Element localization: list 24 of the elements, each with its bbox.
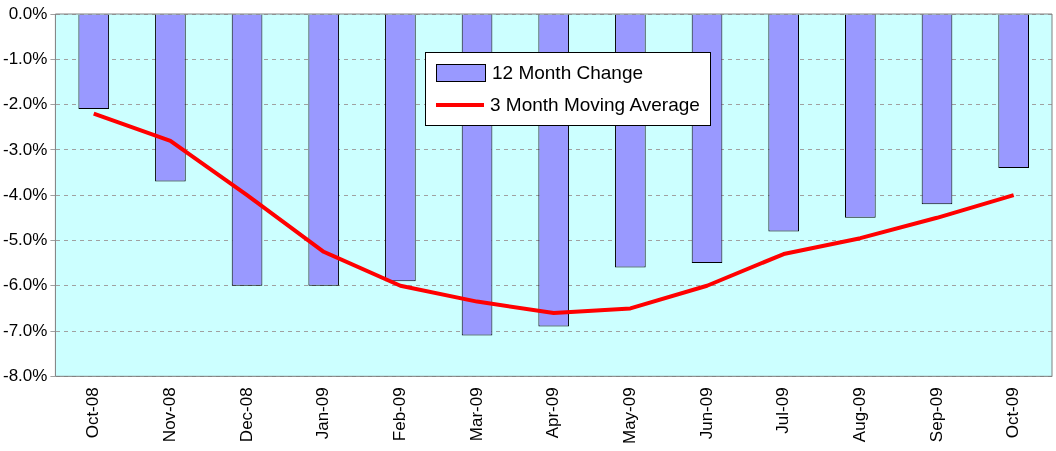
x-tick-label: Mar-09: [466, 387, 486, 442]
x-tick-label: Jul-09: [773, 387, 793, 434]
x-tick-label: Aug-09: [850, 387, 870, 443]
x-tick-label: Feb-09: [390, 387, 410, 442]
y-tick-label: -1.0%: [2, 48, 48, 68]
legend-label: 12 Month Change: [492, 62, 644, 84]
x-tick-label: Jun-09: [696, 387, 716, 440]
x-tick-label: Dec-08: [236, 387, 256, 443]
x-tick-label: Apr-09: [543, 387, 563, 439]
x-tick-label: Jan-09: [313, 387, 333, 440]
y-tick-label: -6.0%: [2, 275, 48, 295]
x-tick-label: Oct-08: [83, 387, 103, 439]
x-tick-label: Sep-09: [926, 387, 946, 443]
y-tick-label: -7.0%: [2, 320, 48, 340]
y-tick-label: -5.0%: [2, 230, 48, 250]
y-tick-label: -8.0%: [2, 366, 48, 385]
x-tick-label: May-09: [620, 387, 640, 444]
y-tick-label: -2.0%: [2, 94, 48, 114]
y-tick-label: 0.0%: [8, 3, 48, 23]
x-tick-label: Oct-09: [1003, 387, 1023, 439]
y-tick-label: -3.0%: [2, 139, 48, 159]
y-tick-label: -4.0%: [2, 184, 48, 204]
x-tick-label: Nov-08: [160, 387, 180, 443]
legend-label: 3 Month Moving Average: [490, 94, 700, 116]
